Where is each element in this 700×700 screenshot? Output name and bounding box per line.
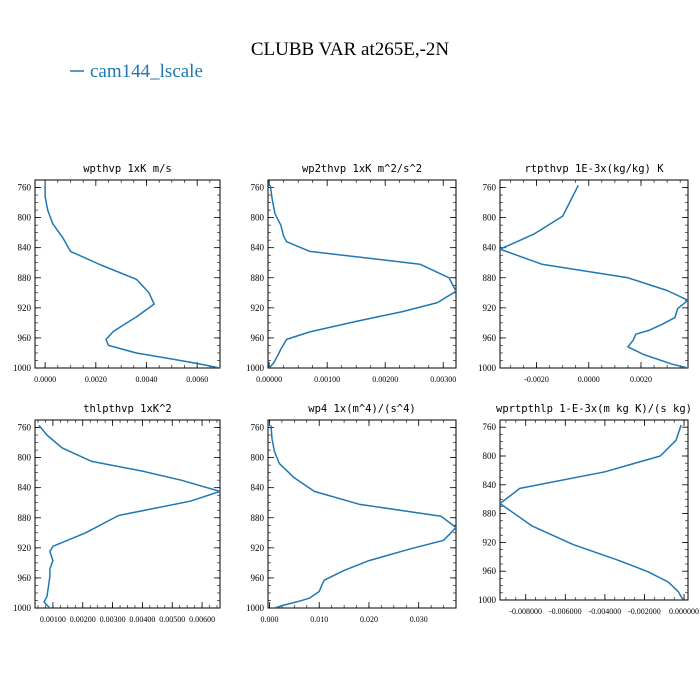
y-tick-label: 760 xyxy=(251,183,265,193)
x-tick-label: 0.00200 xyxy=(372,375,398,384)
x-tick-label: 0.00500 xyxy=(159,615,185,624)
x-tick-label: 0.00600 xyxy=(189,615,215,624)
panel-3: rtpthvp 1E-3x(kg/kg) K 760 800 840 880 920 960… xyxy=(478,163,689,384)
x-tick-label: 0.000 xyxy=(260,615,278,624)
y-tick-label: 760 xyxy=(18,423,32,433)
y-tick-label: 920 xyxy=(483,537,497,547)
panel-2: wp2thvp 1xK m^2/s^2 760 800 840 880 920 960 100… xyxy=(246,163,457,384)
y-tick-label: 920 xyxy=(251,543,265,553)
y-tick-label: 840 xyxy=(483,480,497,490)
legend-label: cam144_lscale xyxy=(90,61,203,82)
x-tick-label: 0.0020 xyxy=(85,375,107,384)
panels: wpthvp 1xK m/s76080084088092096010000.00… xyxy=(13,163,699,624)
x-tick-label: -0.004000 xyxy=(589,607,622,616)
y-tick-label: 800 xyxy=(18,213,32,223)
x-tick-label: 0.0000 xyxy=(578,375,600,384)
panel-5: wp4 1x(m^4)/(s^4) 760 800 840 880 920 960 1000 0… xyxy=(246,403,457,624)
x-tick-label: -0.0020 xyxy=(524,375,549,384)
y-tick-label: 840 xyxy=(18,483,32,493)
y-tick-label: 1000 xyxy=(13,363,32,373)
plot-frame xyxy=(34,179,221,369)
panel-title: wp2thvp 1xK m^2/s^2 xyxy=(302,163,422,175)
x-tick-label: 0.0060 xyxy=(186,375,208,384)
y-tick-label: 840 xyxy=(483,243,497,253)
y-tick-label: 840 xyxy=(251,243,265,253)
y-tick-label: 1000 xyxy=(478,595,497,605)
series-line-1 xyxy=(500,184,688,368)
plot-frame xyxy=(267,179,457,369)
x-tick-label: 0.0040 xyxy=(136,375,158,384)
y-tick-label: 920 xyxy=(483,303,497,313)
x-tick-label: -0.002000 xyxy=(628,607,661,616)
y-tick-label: 920 xyxy=(18,543,32,553)
y-tick-label: 880 xyxy=(251,273,265,283)
y-tick-label: 960 xyxy=(18,573,32,583)
x-tick-label: 0.00200 xyxy=(70,615,96,624)
series-line-1 xyxy=(268,185,456,368)
series-line-1 xyxy=(38,424,220,608)
panel-title: wp4 1x(m^4)/(s^4) xyxy=(308,403,415,415)
y-tick-label: 1000 xyxy=(246,363,265,373)
plot-frame xyxy=(267,419,457,609)
y-tick-label: 960 xyxy=(251,333,265,343)
y-tick-label: 760 xyxy=(483,183,497,193)
y-tick-label: 800 xyxy=(483,451,497,461)
y-tick-label: 960 xyxy=(483,333,497,343)
y-tick-label: 760 xyxy=(18,183,32,193)
x-tick-label: 0.00300 xyxy=(100,615,126,624)
x-tick-label: 0.00400 xyxy=(129,615,155,624)
panel-title: rtpthvp 1E-3x(kg/kg) K xyxy=(524,163,664,175)
y-tick-label: 880 xyxy=(251,513,265,523)
y-tick-label: 840 xyxy=(251,483,265,493)
x-tick-label: -0.006000 xyxy=(549,607,582,616)
y-tick-label: 840 xyxy=(18,243,32,253)
x-tick-label: 0.020 xyxy=(360,615,378,624)
series-line-1 xyxy=(270,425,456,608)
y-tick-label: 880 xyxy=(483,273,497,283)
panel-title: wprtpthlp 1-E-3x(m kg K)/(s kg) xyxy=(496,403,692,415)
plot-frame xyxy=(499,179,689,369)
y-tick-label: 960 xyxy=(251,573,265,583)
x-tick-label: 0.0000 xyxy=(34,375,56,384)
x-tick-label: 0.0020 xyxy=(630,375,652,384)
panel-title: thlpthvp 1xK^2 xyxy=(83,403,172,415)
x-tick-label: 0.00100 xyxy=(40,615,66,624)
panel-title: wpthvp 1xK m/s xyxy=(83,163,172,175)
y-tick-label: 1000 xyxy=(13,603,32,613)
y-tick-label: 920 xyxy=(18,303,32,313)
y-tick-label: 920 xyxy=(251,303,265,313)
y-tick-label: 800 xyxy=(18,453,32,463)
series-line-1 xyxy=(44,185,220,368)
panel-4: thlpthvp 1xK^2 760 800 840 880 920 960 1000 0.00… xyxy=(13,403,221,624)
y-tick-label: 1000 xyxy=(478,363,497,373)
x-tick-label: 0.030 xyxy=(410,615,428,624)
y-tick-label: 960 xyxy=(18,333,32,343)
x-tick-label: 0.00100 xyxy=(314,375,340,384)
y-tick-label: 800 xyxy=(251,213,265,223)
y-tick-label: 1000 xyxy=(246,603,265,613)
panel-1: wpthvp 1xK m/s76080084088092096010000.00… xyxy=(13,163,221,384)
y-tick-label: 760 xyxy=(251,423,265,433)
y-tick-label: 880 xyxy=(483,509,497,519)
figure-title: CLUBB VAR at265E,-2N xyxy=(251,39,450,60)
y-tick-label: 880 xyxy=(18,513,32,523)
y-tick-label: 760 xyxy=(483,422,497,432)
x-tick-label: 0.00300 xyxy=(430,375,456,384)
y-tick-label: 960 xyxy=(483,566,497,576)
x-tick-label: -0.008000 xyxy=(509,607,542,616)
panel-6: wprtpthlp 1-E-3x(m kg K)/(s kg) 760 800 840… xyxy=(478,403,699,616)
plot-frame xyxy=(499,419,689,601)
x-tick-label: 0.000000 xyxy=(669,607,699,616)
y-tick-label: 880 xyxy=(18,273,32,283)
series-line-1 xyxy=(500,424,684,600)
legend: cam144_lscale xyxy=(70,61,203,82)
y-tick-label: 800 xyxy=(483,213,497,223)
y-tick-label: 800 xyxy=(251,453,265,463)
x-tick-label: 0.010 xyxy=(310,615,328,624)
x-tick-label: 0.00000 xyxy=(256,375,282,384)
